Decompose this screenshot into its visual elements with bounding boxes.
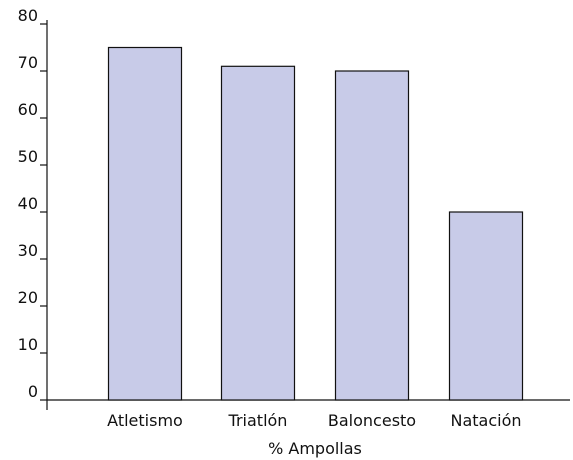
x-category-label: Baloncesto bbox=[328, 411, 416, 430]
x-axis-title: % Ampollas bbox=[268, 439, 362, 458]
y-tick-label: 10 bbox=[18, 335, 38, 354]
bars bbox=[107, 46, 524, 401]
y-tick-label: 50 bbox=[18, 147, 38, 166]
x-category-label: Atletismo bbox=[107, 411, 183, 430]
x-category-label: Triatlón bbox=[228, 411, 288, 430]
bar-natacion bbox=[448, 211, 524, 401]
x-axis: Atletismo Triatlón Baloncesto Natación bbox=[47, 399, 570, 430]
y-tick-label: 40 bbox=[18, 194, 38, 213]
x-category-label: Natación bbox=[450, 411, 521, 430]
y-tick-label: 30 bbox=[18, 241, 38, 260]
y-tick-label: 60 bbox=[18, 100, 38, 119]
bar-baloncesto bbox=[334, 70, 410, 401]
y-axis: 0 10 20 30 40 50 60 70 80 bbox=[18, 6, 48, 410]
y-tick-label: 70 bbox=[18, 53, 38, 72]
y-tick-label: 20 bbox=[18, 288, 38, 307]
bar-triatlon bbox=[220, 65, 296, 401]
y-tick-label: 0 bbox=[28, 382, 38, 401]
bar-atletismo bbox=[107, 46, 183, 401]
y-tick-label: 80 bbox=[18, 6, 38, 25]
